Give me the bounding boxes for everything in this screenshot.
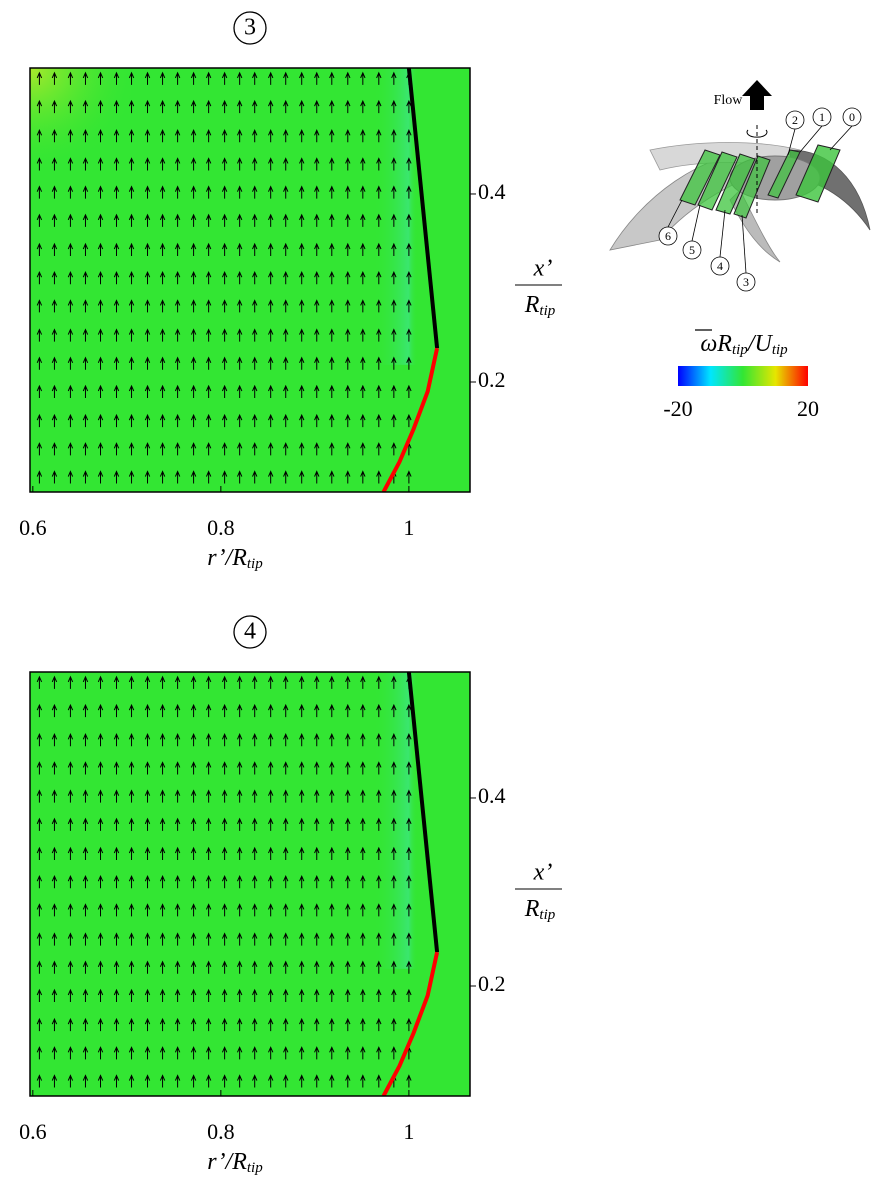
colorbar-label: ωRtip/Utip [700,331,788,359]
plane-label: 4 [717,259,723,273]
label-part: tip [247,1160,263,1176]
chart-title: 3 [244,15,256,41]
colorbar: ωRtip/Utip [678,330,808,386]
label-part: tip [539,303,555,319]
x-axis-label: r’/Rtip [207,1149,263,1177]
x-tick-label: 1 [403,1119,414,1144]
y-tick-label: 0.2 [478,367,506,392]
x-tick-label: 0.8 [207,1119,235,1144]
plane-label: 0 [849,110,855,124]
plane-label: 5 [689,243,695,257]
label-part: tip [539,907,555,923]
x-tick-label: 1 [403,515,414,540]
colorbar-tick-label: -20 [663,396,692,421]
chart-title: 4 [244,619,256,645]
figure: Flow 0 1 2 3 4 5 6 ωRtip/Utip -20200.60.… [0,0,881,1176]
label-part: tip [772,342,788,358]
plot: 0.60.810.20.43r’/Rtipx’Rtip [19,12,562,572]
x-axis-label: r’/Rtip [207,545,263,573]
y-axis-label: Rtip [524,896,556,924]
flow-label: Flow [714,93,744,108]
y-tick-label: 0.4 [478,783,506,808]
plane-label: 6 [665,229,671,243]
y-tick-label: 0.4 [478,179,506,204]
contour-shading [30,68,470,492]
plane-label: 3 [743,275,749,289]
contour-shading [30,672,470,969]
x-tick-label: 0.6 [19,515,47,540]
x-tick-label: 0.6 [19,1119,47,1144]
label-part: R [524,896,540,922]
plane-label: 2 [792,113,798,127]
colorbar-tick-label: 20 [797,396,819,421]
label-part: R [524,292,540,318]
propeller-inset: Flow 0 1 2 3 4 5 6 [610,80,870,291]
colorbar-gradient [678,366,808,386]
label-part: R [716,331,732,357]
x-tick-label: 0.8 [207,515,235,540]
label-part: ω [700,331,717,357]
label-part: r’/R [207,545,247,571]
label-part: tip [732,342,748,358]
label-part: /U [746,331,774,357]
plot: 0.60.810.20.44r’/Rtipx’Rtip [19,616,562,1176]
label-part: tip [247,556,263,572]
y-axis-label: x’ [533,256,553,282]
label-part: r’/R [207,1149,247,1175]
y-axis-label: x’ [533,860,553,886]
y-axis-label: Rtip [524,292,556,320]
plane-label: 1 [819,110,825,124]
y-tick-label: 0.2 [478,971,506,996]
